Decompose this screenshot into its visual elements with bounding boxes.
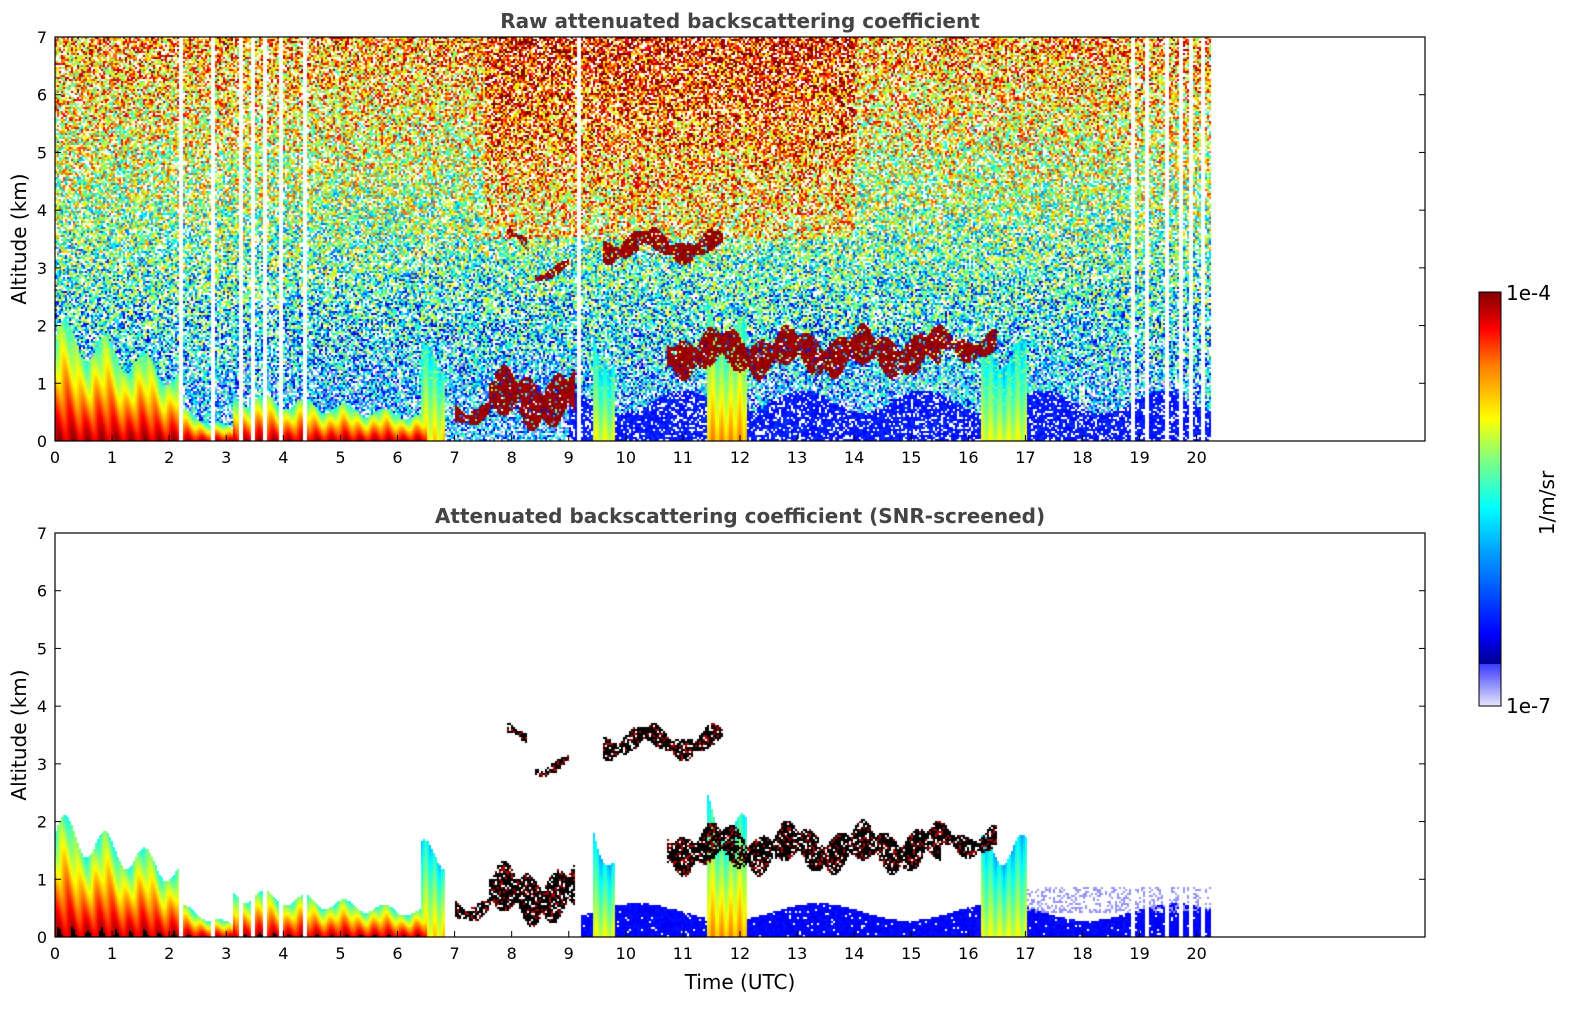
y-tick-label: 6 (37, 582, 47, 601)
x-tick-label: 10 (616, 944, 636, 963)
panel-title-screened: Attenuated backscattering coefficient (S… (435, 504, 1045, 528)
heatmap-screened (55, 533, 1425, 937)
y-tick-label: 5 (37, 143, 47, 162)
y-tick-label: 3 (37, 755, 47, 774)
x-tick-label: 19 (1129, 944, 1149, 963)
x-tick-label: 5 (335, 944, 345, 963)
y-tick-label: 4 (37, 697, 47, 716)
heatmap-raw (55, 37, 1425, 441)
y-axis-label-raw: Altitude (km) (7, 173, 31, 304)
x-tick-label: 16 (958, 448, 978, 467)
colorbar-scale (1479, 292, 1501, 664)
colorbar-max-label: 1e-4 (1506, 281, 1551, 305)
panel-title-raw: Raw attenuated backscattering coefficien… (500, 9, 980, 33)
x-tick-label: 14 (844, 448, 864, 467)
x-tick-label: 17 (1015, 944, 1035, 963)
x-tick-label: 4 (278, 944, 288, 963)
y-tick-label: 2 (37, 813, 47, 832)
y-tick-label: 7 (37, 524, 47, 543)
colorbar-frame (1478, 291, 1502, 707)
x-tick-label: 1 (107, 448, 117, 467)
x-tick-label: 4 (278, 448, 288, 467)
x-tick-label: 7 (449, 944, 459, 963)
x-tick-label: 2 (164, 944, 174, 963)
x-tick-label: 5 (335, 448, 345, 467)
x-tick-label: 0 (50, 944, 60, 963)
x-tick-label: 14 (844, 944, 864, 963)
x-tick-label: 18 (1072, 944, 1092, 963)
x-tick-label: 3 (221, 448, 231, 467)
panel-screened: Attenuated backscattering coefficient (S… (7, 504, 1426, 994)
x-tick-label: 6 (392, 448, 402, 467)
x-tick-label: 0 (50, 448, 60, 467)
colorbar: 1e-4 1e-7 1/m/sr (1478, 281, 1559, 718)
x-tick-label: 7 (449, 448, 459, 467)
y-tick-label: 7 (37, 28, 47, 47)
x-tick-label: 12 (730, 944, 750, 963)
x-tick-label: 15 (901, 448, 921, 467)
colorbar-label: 1/m/sr (1535, 470, 1559, 535)
x-tick-label: 20 (1186, 944, 1206, 963)
x-tick-label: 3 (221, 944, 231, 963)
colorbar-min-label: 1e-7 (1506, 694, 1551, 718)
x-tick-label: 12 (730, 448, 750, 467)
x-tick-label: 1 (107, 944, 117, 963)
y-tick-label: 2 (37, 317, 47, 336)
colorbar-underflow (1479, 664, 1501, 706)
y-tick-label: 3 (37, 259, 47, 278)
y-tick-label: 5 (37, 639, 47, 658)
x-tick-label: 9 (564, 448, 574, 467)
y-tick-label: 1 (37, 374, 47, 393)
x-tick-label: 15 (901, 944, 921, 963)
y-tick-label: 0 (37, 432, 47, 451)
x-tick-label: 9 (564, 944, 574, 963)
y-tick-label: 1 (37, 870, 47, 889)
x-tick-label: 8 (507, 944, 517, 963)
panel-raw: Raw attenuated backscattering coefficien… (7, 9, 1426, 467)
y-tick-label: 6 (37, 86, 47, 105)
x-tick-label: 16 (958, 944, 978, 963)
x-tick-label: 11 (673, 448, 693, 467)
x-tick-label: 8 (507, 448, 517, 467)
x-tick-label: 6 (392, 944, 402, 963)
x-axis-label: Time (UTC) (684, 970, 796, 994)
y-tick-label: 0 (37, 928, 47, 947)
x-tick-label: 2 (164, 448, 174, 467)
x-tick-label: 11 (673, 944, 693, 963)
x-tick-label: 20 (1186, 448, 1206, 467)
x-tick-label: 13 (787, 944, 807, 963)
y-tick-label: 4 (37, 201, 47, 220)
y-axis-label-screened: Altitude (km) (7, 669, 31, 800)
x-tick-label: 13 (787, 448, 807, 467)
x-tick-label: 19 (1129, 448, 1149, 467)
x-tick-label: 17 (1015, 448, 1035, 467)
x-tick-label: 18 (1072, 448, 1092, 467)
x-tick-label: 10 (616, 448, 636, 467)
